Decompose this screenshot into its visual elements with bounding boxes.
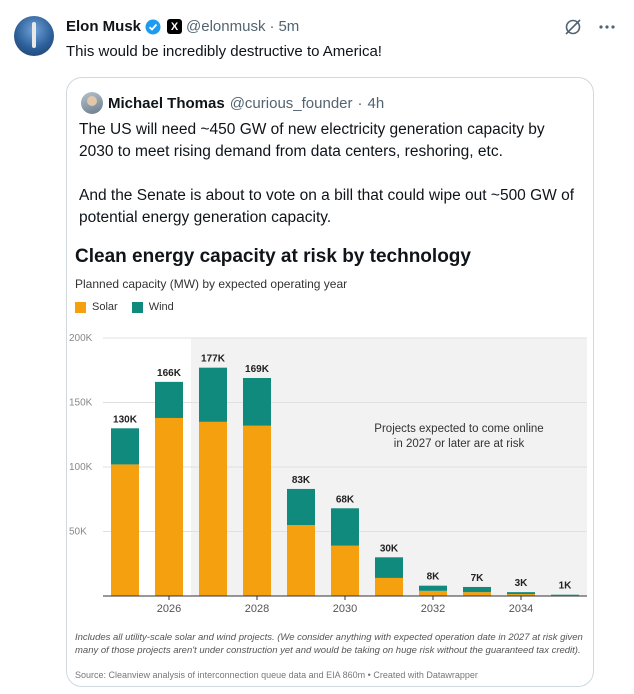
more-options-icon[interactable] <box>598 18 616 41</box>
data-label-2026: 166K <box>157 368 182 379</box>
data-label-2035: 1K <box>559 581 573 592</box>
chart-source: Source: Cleanview analysis of interconne… <box>75 670 478 680</box>
bar-wind-2030 <box>331 508 359 546</box>
bar-wind-2027 <box>199 367 227 422</box>
y-tick-label: 200K <box>69 333 93 344</box>
quote-avatar[interactable] <box>81 92 103 114</box>
tweet-header: Elon Musk X @elonmusk · 5m <box>66 18 299 35</box>
chart-footnote: Includes all utility-scale solar and win… <box>75 632 583 656</box>
y-tick-label: 100K <box>69 462 93 473</box>
legend-swatch-solar <box>75 301 86 313</box>
bar-wind-2026 <box>155 381 183 418</box>
annotation-line-2: in 2027 or later are at risk <box>394 438 525 450</box>
capacity-bar-chart: 50K 100K 150K 200K 130K 166K 177K 169K 83K 68K 30K… <box>69 333 587 615</box>
x-tick-label-2026: 2026 <box>157 603 181 615</box>
author-name[interactable]: Elon Musk <box>66 18 142 35</box>
data-label-2028: 169K <box>245 364 270 375</box>
x-tick-label-2028: 2028 <box>245 603 269 615</box>
chart-legend: Solar Wind <box>75 301 174 313</box>
legend-label-solar: Solar <box>92 301 118 313</box>
verified-badge-icon <box>145 19 161 35</box>
x-tick-label-2030: 2030 <box>333 603 357 615</box>
bar-solar-2033 <box>463 592 491 596</box>
x-tick-label-2032: 2032 <box>421 603 445 615</box>
time-separator: · <box>269 18 275 35</box>
x-tick-label-2034: 2034 <box>509 603 533 615</box>
legend-swatch-wind <box>131 301 143 313</box>
grok-icon[interactable] <box>564 18 582 41</box>
bar-solar-2025 <box>111 464 139 596</box>
quote-author-name[interactable]: Michael Thomas <box>108 94 225 112</box>
data-label-2032: 8K <box>427 572 441 583</box>
x-affiliate-badge-icon: X <box>167 19 183 34</box>
bar-wind-2028 <box>243 377 271 426</box>
tweet-actions <box>564 18 616 41</box>
bar-solar-2027 <box>199 421 227 596</box>
data-label-2025: 130K <box>113 414 138 425</box>
quote-time[interactable]: 4h <box>367 94 385 112</box>
bar-wind-2034 <box>507 592 535 595</box>
bar-solar-2030 <box>331 545 359 596</box>
legend-label-wind: Wind <box>148 301 174 313</box>
bar-wind-2031 <box>375 557 403 578</box>
bar-solar-2034 <box>507 594 535 596</box>
tweet-text: This would be incredibly destructive to … <box>66 43 382 60</box>
chart-title: Clean energy capacity at risk by technol… <box>75 246 471 267</box>
quote-paragraph-2: And the Senate is about to vote on a bil… <box>79 187 575 226</box>
bar-wind-2029 <box>287 488 315 526</box>
data-label-2033: 7K <box>471 573 485 584</box>
chart-subtitle: Planned capacity (MW) by expected operat… <box>75 277 348 291</box>
quote-paragraph-1: The US will need ~450 GW of new electric… <box>79 121 545 160</box>
quote-header: Michael Thomas @curious_founder · 4h <box>81 92 384 114</box>
bar-solar-2029 <box>287 525 315 596</box>
data-label-2027: 177K <box>201 354 226 365</box>
quoted-tweet[interactable]: Michael Thomas @curious_founder · 4h The… <box>66 77 594 687</box>
quote-text: The US will need ~450 GW of new electric… <box>79 119 579 229</box>
bar-solar-2026 <box>155 417 183 596</box>
tweet-time[interactable]: 5m <box>278 18 300 35</box>
quote-author-handle[interactable]: @curious_founder <box>229 94 353 112</box>
elon-avatar[interactable] <box>14 16 54 56</box>
bar-wind-2032 <box>419 585 447 591</box>
bar-wind-2025 <box>111 428 139 465</box>
data-label-2031: 30K <box>380 543 399 554</box>
bar-solar-2032 <box>419 590 447 596</box>
data-label-2029: 83K <box>292 475 311 486</box>
bar-solar-2031 <box>375 577 403 596</box>
bar-solar-2028 <box>243 425 271 596</box>
y-tick-label: 150K <box>69 398 93 409</box>
bar-wind-2033 <box>463 586 491 593</box>
bar-wind-2035 <box>551 594 579 596</box>
y-tick-label: 50K <box>69 527 87 538</box>
author-handle[interactable]: @elonmusk <box>186 18 266 35</box>
data-label-2034: 3K <box>515 578 529 589</box>
annotation-line-1: Projects expected to come online <box>374 423 543 435</box>
data-label-2030: 68K <box>336 494 355 505</box>
quote-time-separator: · <box>357 94 363 112</box>
